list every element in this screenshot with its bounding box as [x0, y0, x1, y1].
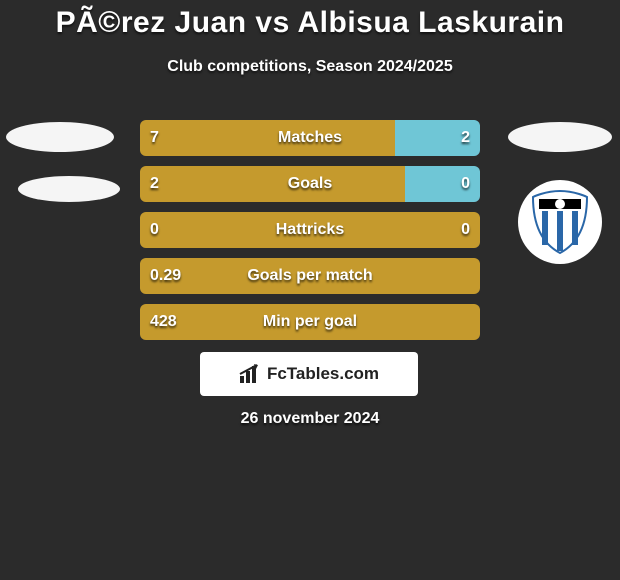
stat-row: 72Matches	[0, 120, 620, 156]
page-subtitle: Club competitions, Season 2024/2025	[0, 58, 620, 76]
stat-value-left: 2	[150, 166, 159, 202]
stat-row: 00Hattricks	[0, 212, 620, 248]
bar-left	[140, 212, 480, 248]
chart-area: 72Matches20Goals00Hattricks0.29Goals per…	[0, 120, 620, 350]
stat-value-left: 7	[150, 120, 159, 156]
stat-row: 0.29Goals per match	[0, 258, 620, 294]
brand-badge: FcTables.com	[200, 352, 418, 396]
comparison-infographic: PÃ©rez Juan vs Albisua Laskurain Club co…	[0, 0, 620, 580]
stat-row: 20Goals	[0, 166, 620, 202]
stat-value-right: 0	[461, 212, 470, 248]
bar-track: 72Matches	[140, 120, 480, 156]
bar-chart-icon	[239, 364, 261, 384]
bar-track: 0.29Goals per match	[140, 258, 480, 294]
bar-left	[140, 166, 405, 202]
bar-left	[140, 304, 480, 340]
stat-rows: 72Matches20Goals00Hattricks0.29Goals per…	[0, 120, 620, 340]
footer-date: 26 november 2024	[0, 410, 620, 428]
stat-value-right: 2	[461, 120, 470, 156]
bar-left	[140, 258, 480, 294]
stat-value-right: 0	[461, 166, 470, 202]
bar-track: 428Min per goal	[140, 304, 480, 340]
bar-track: 00Hattricks	[140, 212, 480, 248]
stat-row: 428Min per goal	[0, 304, 620, 340]
stat-value-left: 0	[150, 212, 159, 248]
stat-value-left: 0.29	[150, 258, 181, 294]
bar-left	[140, 120, 395, 156]
brand-text: FcTables.com	[267, 364, 379, 384]
page-title: PÃ©rez Juan vs Albisua Laskurain	[0, 0, 620, 40]
bar-track: 20Goals	[140, 166, 480, 202]
stat-value-left: 428	[150, 304, 177, 340]
